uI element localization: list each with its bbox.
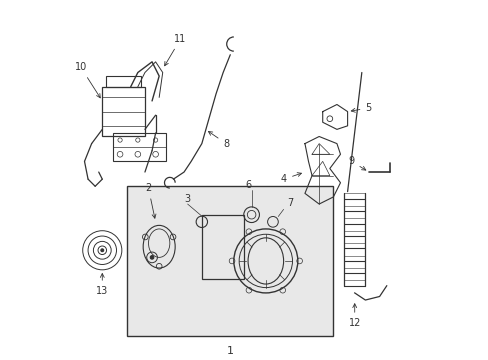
Text: 2: 2 [145, 183, 156, 218]
Text: 6: 6 [244, 180, 251, 190]
Text: 10: 10 [75, 63, 100, 98]
Bar [202, 215, 244, 279]
Text: 5: 5 [350, 103, 371, 113]
Text: 7: 7 [286, 198, 293, 208]
Bar [102, 87, 144, 136]
Text: 1: 1 [226, 346, 233, 356]
FancyBboxPatch shape [127, 186, 333, 336]
Bar [105, 76, 141, 87]
Circle shape [150, 256, 154, 259]
Circle shape [101, 249, 103, 252]
Text: 13: 13 [96, 274, 108, 296]
Text: 3: 3 [184, 194, 190, 204]
Text: 9: 9 [348, 156, 365, 170]
Bar [113, 133, 166, 161]
Text: 11: 11 [164, 34, 186, 66]
Text: 8: 8 [208, 131, 229, 149]
Text: 4: 4 [281, 173, 301, 184]
Text: 12: 12 [348, 304, 360, 328]
